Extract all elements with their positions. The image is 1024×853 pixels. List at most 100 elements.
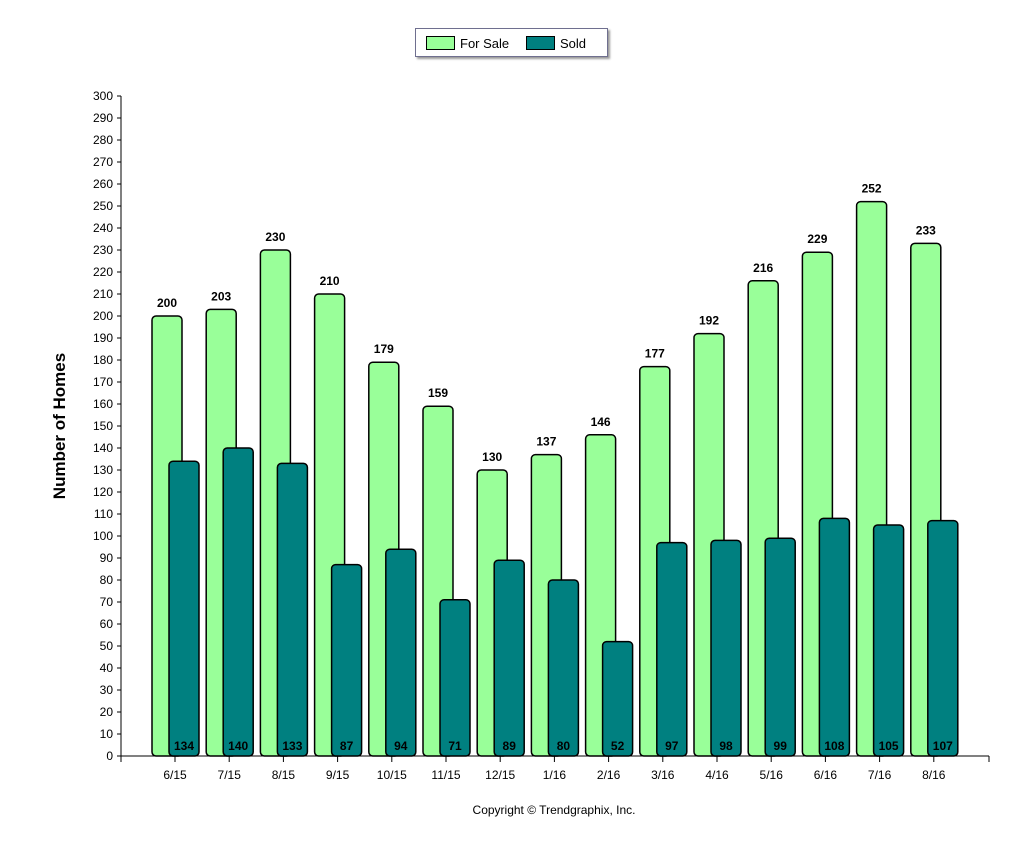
x-tick-label: 3/16 [651,768,675,782]
x-tick-label: 8/16 [922,768,946,782]
data-label-sold: 108 [824,739,844,753]
x-tick-label: 6/16 [814,768,838,782]
bar-sold [656,541,688,757]
y-tick-label: 60 [100,617,114,631]
legend-label-sold: Sold [560,35,587,51]
data-label-for-sale: 137 [536,435,556,449]
data-label-sold: 98 [719,739,733,753]
y-tick-label: 150 [93,419,113,433]
data-label-sold: 99 [774,739,788,753]
data-label-for-sale: 233 [916,223,936,237]
y-tick-label: 20 [100,705,114,719]
bar-sold [385,548,417,757]
y-tick-label: 140 [93,441,113,455]
data-label-sold: 105 [879,739,899,753]
data-label-for-sale: 159 [428,386,448,400]
data-label-for-sale: 177 [645,347,665,361]
y-tick-label: 240 [93,221,113,235]
y-tick-label: 180 [93,353,113,367]
data-label-sold: 140 [228,739,248,753]
y-tick-label: 80 [100,573,114,587]
bar-sold [222,447,254,757]
y-tick-label: 160 [93,397,113,411]
data-label-sold: 71 [448,739,462,753]
y-tick-label: 70 [100,595,114,609]
legend-item-for-sale: For Sale [426,35,509,51]
y-tick-label: 210 [93,287,113,301]
y-tick-label: 10 [100,727,114,741]
data-label-for-sale: 146 [591,415,611,429]
data-label-for-sale: 230 [265,230,285,244]
data-label-sold: 80 [557,739,571,753]
data-label-for-sale: 210 [320,274,340,288]
x-tick-label: 9/15 [326,768,350,782]
y-tick-label: 130 [93,463,113,477]
y-tick-label: 120 [93,485,113,499]
y-tick-label: 170 [93,375,113,389]
x-tick-label: 5/16 [760,768,784,782]
y-tick-label: 280 [93,133,113,147]
data-label-for-sale: 229 [807,232,827,246]
data-label-for-sale: 192 [699,314,719,328]
bar-sold [439,599,471,757]
data-label-for-sale: 200 [157,296,177,310]
bar-sold [493,559,525,757]
bar-sold [168,460,200,757]
data-label-for-sale: 130 [482,450,502,464]
x-tick-label: 4/16 [705,768,729,782]
legend-label-for-sale: For Sale [460,35,510,51]
data-label-for-sale: 203 [211,289,231,303]
y-tick-label: 200 [93,309,113,323]
x-tick-label: 2/16 [597,768,621,782]
y-tick-label: 110 [94,507,113,521]
y-tick-label: 250 [93,199,113,213]
bar-sold [276,462,309,757]
data-label-sold: 89 [503,739,517,753]
data-label-sold: 97 [665,739,679,753]
x-tick-label: 12/15 [485,768,515,782]
legend-swatch-for-sale [426,36,455,50]
y-tick-label: 260 [93,177,113,191]
bar-sold [601,640,634,757]
x-tick-label: 10/15 [377,768,407,782]
y-tick-label: 290 [93,111,113,125]
data-label-sold: 133 [282,739,302,753]
bar-sold [547,579,580,757]
y-tick-label: 0 [106,749,113,763]
data-label-for-sale: 252 [862,182,882,196]
bar-sold [872,524,905,757]
x-tick-label: 7/16 [868,768,892,782]
x-tick-label: 8/15 [272,768,296,782]
y-tick-label: 90 [100,551,114,565]
legend-swatch-sold [526,36,555,50]
y-tick-label: 50 [100,639,114,653]
legend-item-sold: Sold [526,35,586,51]
data-label-sold: 94 [394,739,408,753]
y-tick-label: 270 [93,155,113,169]
data-label-sold: 134 [174,739,194,753]
data-label-sold: 107 [933,739,953,753]
y-tick-label: 220 [93,265,113,279]
bar-sold [764,537,796,757]
x-tick-label: 6/15 [163,768,187,782]
x-tick-label: 7/15 [218,768,242,782]
bar-sold [710,539,742,757]
data-label-for-sale: 179 [374,342,394,356]
y-tick-label: 100 [93,529,113,543]
bar-sold [927,519,959,757]
data-label-sold: 52 [611,739,625,753]
y-tick-label: 190 [93,331,113,345]
y-tick-label: 300 [93,89,113,103]
copyright-text: Copyright © Trendgraphix, Inc. [472,803,636,817]
x-tick-label: 1/16 [543,768,567,782]
x-tick-label: 11/15 [431,768,460,782]
y-tick-label: 30 [100,683,114,697]
bar-sold [330,563,363,757]
y-tick-label: 40 [100,661,114,675]
data-label-sold: 87 [340,739,354,753]
y-tick-label: 230 [93,243,113,257]
legend: For Sale Sold [415,28,608,57]
bar-sold [818,517,851,757]
data-label-for-sale: 216 [753,261,773,275]
